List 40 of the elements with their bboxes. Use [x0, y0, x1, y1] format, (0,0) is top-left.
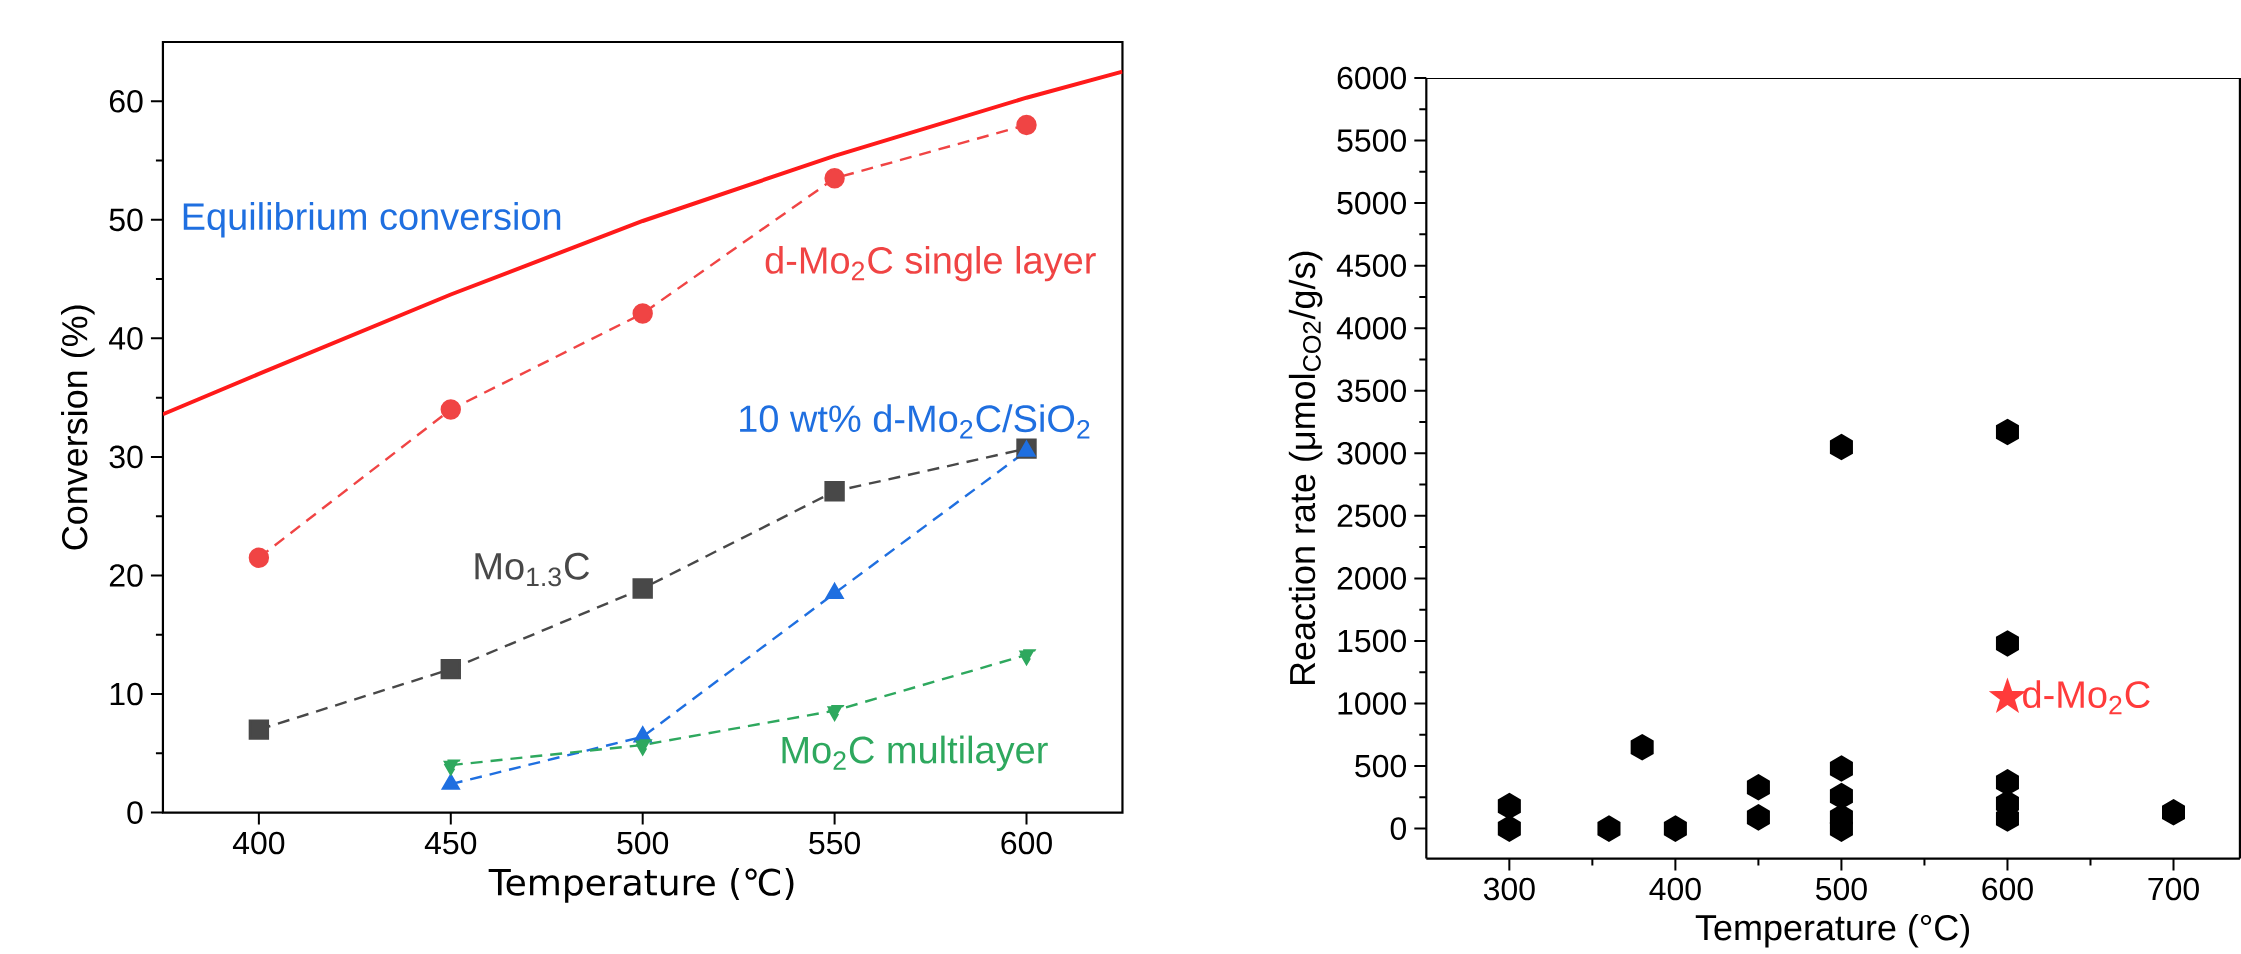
y-tick-label: 40: [109, 326, 143, 350]
series-label: d-Mo$_{2}$C: [2023, 680, 2150, 715]
annotation: Equilibrium conversion: [183, 201, 561, 238]
y-tick-label: 20: [109, 564, 143, 587]
series-label: d-Mo$_{2}$C single layer: [765, 245, 1096, 282]
y-tick-label: 500: [1355, 754, 1406, 778]
x-axis-title: Temperature (℃): [488, 867, 794, 903]
y-tick-label: 4500: [1336, 254, 1406, 277]
y-tick-label: 1500: [1338, 629, 1406, 653]
series-label: 10 wt% d-Mo$_{2}$C/SiO$_{2}$: [740, 404, 1090, 439]
x-tick-label: 450: [424, 831, 477, 855]
y-tick-label: 4000: [1336, 316, 1406, 340]
y-tick-label: 10: [110, 682, 143, 706]
y-axis-title: Reaction rate (μmol$_{CO2}$/g/s): [1288, 251, 1323, 684]
series-label: Mo$_{2}$C multilayer: [782, 735, 1048, 771]
y-axis-title: Conversion (%): [61, 305, 95, 550]
x-tick-label: 550: [809, 831, 861, 855]
y-tick-label: 0: [1390, 817, 1406, 840]
y-tick-label: 5000: [1337, 191, 1406, 215]
x-tick-label: 300: [1483, 877, 1535, 901]
x-tick-label: 600: [1982, 877, 2033, 901]
x-tick-label: 600: [1001, 831, 1052, 855]
x-tick-label: 500: [1816, 877, 1867, 901]
y-tick-label: 2500: [1337, 504, 1406, 528]
y-tick-label: 6000: [1337, 66, 1406, 90]
y-tick-label: 3000: [1337, 441, 1406, 465]
y-tick-label: 2000: [1337, 566, 1406, 590]
series-label: Mo$_{1.3}$C: [475, 552, 590, 587]
x-tick-label: 400: [232, 831, 285, 855]
x-tick-label: 400: [1649, 877, 1701, 901]
y-tick-label: 5500: [1337, 129, 1406, 152]
y-tick-label: 60: [109, 89, 143, 113]
y-tick-label: 50: [109, 208, 143, 232]
x-axis-title: Temperature (°C): [1695, 913, 1969, 948]
y-tick-label: 3500: [1337, 379, 1406, 402]
x-tick-label: 500: [617, 831, 669, 855]
y-tick-label: 0: [127, 801, 143, 824]
x-tick-label: 700: [2148, 877, 2199, 901]
y-tick-label: 1000: [1338, 692, 1406, 715]
y-tick-label: 30: [109, 445, 143, 469]
